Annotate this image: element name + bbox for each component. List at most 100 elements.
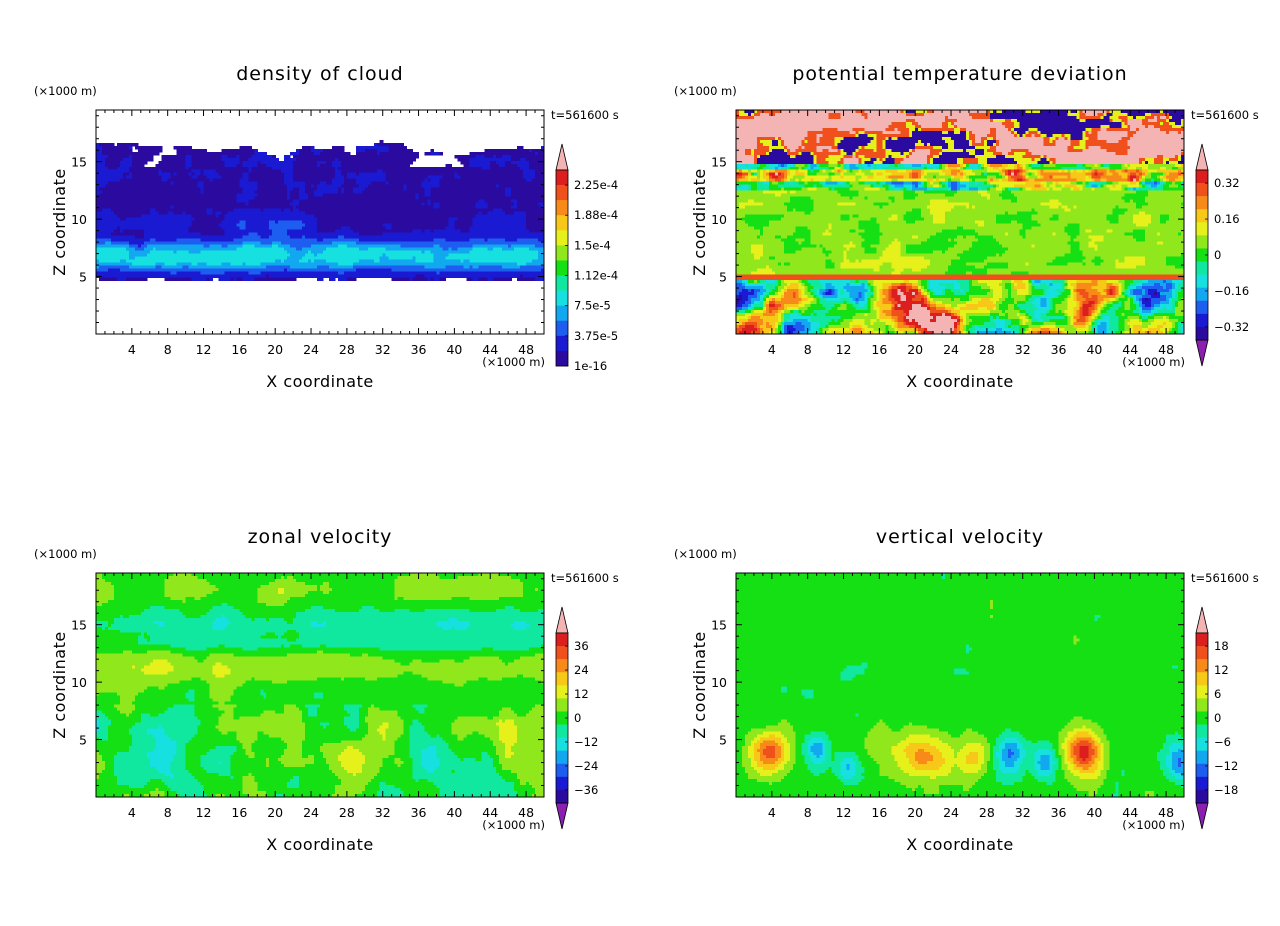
heatmap-cell [882,331,886,335]
heatmap-cell [314,253,318,257]
heatmap-cell [1025,301,1033,305]
heatmap-cell [918,328,925,332]
heatmap-cell [1148,289,1158,293]
heatmap-cell [523,674,545,679]
heatmap-cell [1031,292,1045,296]
chart-title: zonal velocity [248,526,393,548]
heatmap-cell [992,184,997,189]
heatmap-cell [454,154,476,159]
heatmap-cell [1079,142,1087,147]
heatmap-cell [954,283,961,287]
heatmap-cell [939,184,943,189]
heatmap-cell [1091,166,1110,171]
y-tick-label: 15 [711,155,727,170]
heatmap-cell [203,184,240,189]
heatmap-cell [783,289,788,293]
heatmap-cell [762,190,788,195]
heatmap-cell [209,689,234,694]
heatmap-cell [810,313,815,317]
heatmap-cell [828,289,833,293]
heatmap-cell [825,253,830,257]
heatmap-cell [1142,289,1146,293]
heatmap-cell [469,620,515,625]
heatmap-cell [113,755,148,759]
heatmap-cell [421,758,441,762]
heatmap-cell [1130,172,1137,177]
heatmap-cell [927,265,949,269]
heatmap-cell [1100,322,1107,326]
heatmap-cell [1112,112,1128,117]
heatmap-cell [340,172,348,177]
heatmap-cell [774,328,779,332]
heatmap-cell [783,292,794,296]
heatmap-cell [948,181,952,186]
heatmap-cell [816,163,821,168]
heatmap-cell [131,650,148,655]
heatmap-cell [331,181,345,186]
heatmap-cell [867,301,871,305]
heatmap-cell [269,617,285,622]
heatmap-cell [948,145,955,150]
heatmap-cell [873,280,904,284]
heatmap-cell [230,671,405,676]
heatmap-cell [837,289,842,293]
heatmap-cell [170,596,187,601]
heatmap-cell [912,319,916,323]
heatmap-cell [1142,316,1149,320]
heatmap-cell [260,584,318,589]
heatmap-cell [1052,301,1063,305]
heatmap-cell [816,133,824,138]
heatmap-cell [439,271,545,275]
heatmap-cell [233,605,312,610]
heatmap-cell [951,331,955,335]
heatmap-cell [1025,229,1066,234]
heatmap-cell [939,163,943,168]
heatmap-cell [254,677,318,682]
heatmap-cell [747,172,752,177]
heatmap-cell [1028,328,1033,332]
heatmap-cell [906,110,916,114]
heatmap-cell [1028,148,1069,153]
heatmap-cell [927,283,931,287]
heatmap-cell [96,608,145,613]
heatmap-cell [1094,328,1098,332]
heatmap-cell [385,181,390,186]
heatmap-cell [101,755,115,759]
heatmap-cell [388,145,408,150]
heatmap-cell [346,172,357,177]
heatmap-cell [882,142,886,147]
heatmap-cell [134,256,288,260]
heatmap-cell [1118,259,1125,263]
heatmap-cell [1001,328,1012,332]
heatmap-cell [736,202,740,207]
heatmap-cell [957,319,961,323]
heatmap-cell [1013,124,1021,129]
heatmap-cell [965,301,979,305]
heatmap-cell [1010,292,1018,296]
heatmap-cell [1031,331,1039,335]
heatmap-cell [888,196,895,201]
heatmap-cell [843,163,848,168]
heatmap-cell [855,280,860,284]
heatmap-cell [107,599,184,604]
heatmap-cell [322,605,363,610]
heatmap-cell [1127,184,1140,189]
heatmap-cell [1025,316,1030,320]
heatmap-cell [1028,127,1039,132]
heatmap-cell [373,142,378,147]
heatmap-cell [1178,166,1185,171]
heatmap-cell [248,271,261,275]
heatmap-cell [1121,301,1125,305]
heatmap-cell [197,725,217,729]
heatmap-cell [96,220,193,225]
heatmap-cell [511,205,518,210]
heatmap-cell [454,223,473,228]
heatmap-cell [1064,184,1078,189]
heatmap-cell [783,247,803,251]
heatmap-cell [744,163,749,168]
heatmap-cell [831,187,836,192]
heatmap-cell [736,244,752,248]
heatmap-cell [768,307,779,311]
heatmap-cell [736,157,755,162]
heatmap-cell [801,142,836,147]
